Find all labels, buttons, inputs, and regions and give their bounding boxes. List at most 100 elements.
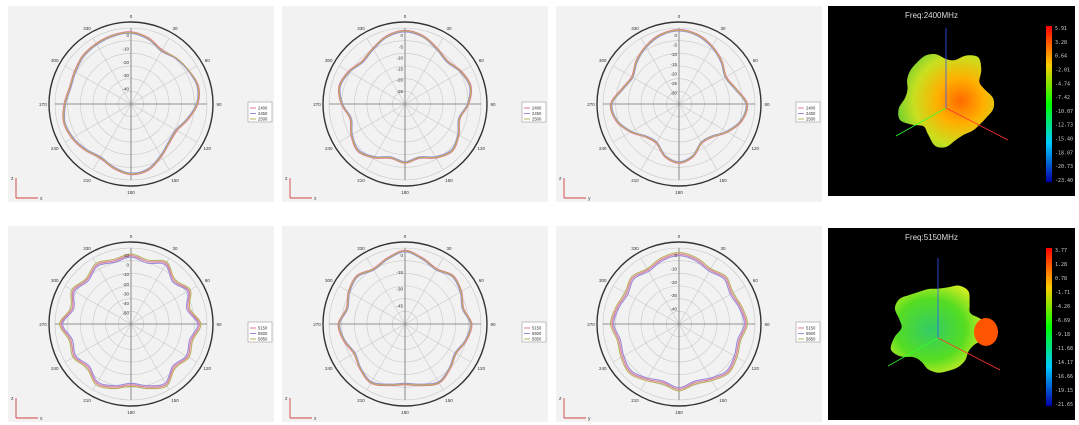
- angle-label: 180: [675, 410, 683, 415]
- radial-tick-label: -25: [396, 89, 403, 94]
- angle-label: 90: [490, 102, 496, 107]
- scale-label: -15.40: [1055, 137, 1073, 143]
- series-line-2500: [338, 30, 472, 164]
- angle-label: 30: [446, 26, 452, 31]
- angle-label: 60: [205, 278, 211, 283]
- radial-tick-label: -10: [670, 52, 677, 57]
- angle-label: 30: [172, 26, 178, 31]
- angle-label: 330: [83, 26, 91, 31]
- angle-label: 30: [446, 246, 452, 251]
- grid-spoke: [130, 258, 170, 325]
- axis-z-label: z: [11, 396, 14, 402]
- grid-spoke: [678, 103, 718, 170]
- grid-spoke: [404, 323, 444, 390]
- legend-label: 5500: [532, 331, 542, 336]
- grid-spoke: [339, 103, 406, 143]
- scale-label: -16.66: [1055, 374, 1073, 380]
- angle-label: 210: [83, 398, 91, 403]
- orientation-axes: zy: [559, 176, 591, 202]
- axis-x-label: x: [40, 416, 43, 422]
- scale-label: -7.42: [1055, 95, 1070, 101]
- axis-x-label: y: [588, 416, 591, 422]
- axis-x-line: [937, 337, 1001, 371]
- radial-tick-label: -30: [122, 291, 129, 296]
- legend-label: 5850: [532, 337, 542, 342]
- radial-tick-label: -30: [670, 293, 677, 298]
- angle-label: 90: [764, 322, 770, 327]
- scale-label: -23.40: [1055, 178, 1073, 184]
- angle-label: 300: [325, 58, 333, 63]
- radial-tick-label: -5: [673, 43, 677, 48]
- outer-ring: [48, 241, 214, 407]
- grid-spoke: [130, 323, 197, 363]
- angle-label: 0: [404, 14, 407, 19]
- grid-spoke: [404, 103, 471, 143]
- grid-spoke: [65, 323, 132, 363]
- radial-tick-label: -40: [670, 307, 677, 312]
- angle-label: 0: [678, 234, 681, 239]
- polar-chart-5: 0 30 60 90 120 150 180 210 240 270 300 330 0 -15 -30 -4…: [285, 234, 547, 422]
- series-line-5500: [339, 251, 471, 385]
- polar-panel-1: 0 30 60 90 120 150 180 210 240 270 300 330 0 -10 -20 -3…: [8, 6, 274, 202]
- angle-label: 150: [719, 178, 727, 183]
- orientation-axes: zx: [285, 176, 317, 202]
- legend-label: 2400: [532, 106, 542, 111]
- scale-label: 0.78: [1055, 276, 1067, 282]
- grid-spoke: [130, 38, 170, 105]
- angle-label: 270: [39, 322, 47, 327]
- angle-label: 90: [216, 322, 222, 327]
- scale-label: -4.20: [1055, 304, 1070, 310]
- angle-label: 0: [130, 234, 133, 239]
- outer-ring: [322, 21, 488, 187]
- radiation-3d-1: Freq:2400MHz 5.91 3.28 0.64 -2.01 -4.74 -7.42 -…: [895, 11, 1073, 184]
- outer-ring: [596, 21, 762, 187]
- legend-box: [247, 321, 273, 343]
- radial-tick-label: 10: [124, 253, 130, 258]
- angle-label: 270: [313, 102, 321, 107]
- polar-grid: [54, 247, 208, 401]
- polar-grid: [602, 247, 756, 401]
- series-line-5850: [610, 252, 748, 392]
- angle-label: 240: [325, 366, 333, 371]
- grid-spoke: [640, 103, 680, 170]
- grid-spoke: [678, 258, 718, 325]
- grid-spoke: [678, 323, 745, 363]
- outer-ring: [322, 241, 488, 407]
- series-line-5500: [613, 255, 745, 389]
- radial-tick-label: -10: [670, 266, 677, 271]
- scale-label: -1.71: [1055, 290, 1070, 296]
- radial-tick-label: 0: [674, 253, 677, 258]
- series-line-5500: [62, 256, 199, 387]
- scale-label: -4.74: [1055, 81, 1070, 87]
- radial-tick-label: -15: [670, 62, 677, 67]
- legend-label: 2450: [532, 111, 542, 116]
- radial-tick-label: -30: [670, 90, 677, 95]
- axis-z-label: z: [285, 176, 288, 182]
- grid-spoke: [613, 323, 680, 363]
- scale-label: -20.73: [1055, 164, 1073, 170]
- radiation-3d-panel-1: Freq:2400MHz 5.91 3.28 0.64 -2.01 -4.74 -7.42 -…: [828, 6, 1075, 196]
- legend-box: [795, 101, 821, 123]
- legend-label: 5150: [532, 326, 542, 331]
- scale-label: -10.07: [1055, 109, 1073, 115]
- angle-label: 180: [127, 190, 135, 195]
- legend-label: 5500: [806, 331, 816, 336]
- angle-label: 60: [205, 58, 211, 63]
- polar-chart-4: 0 30 60 90 120 150 180 210 240 270 300 330 10 0 -10 -20…: [11, 234, 273, 422]
- polar-grid: [328, 27, 482, 181]
- grid-spoke: [130, 323, 170, 390]
- radial-tick-label: 0: [126, 263, 129, 268]
- scale-label: 3.28: [1055, 40, 1067, 46]
- axis-triad: [895, 28, 1009, 141]
- grid-spoke: [366, 103, 406, 170]
- polar-panel-2: 0 30 60 90 120 150 180 210 240 270 300 330 0 -5 -10 -15…: [282, 6, 548, 202]
- color-scale-bar: [1046, 26, 1052, 182]
- angle-label: 330: [357, 246, 365, 251]
- axis-x-label: x: [314, 196, 317, 202]
- angle-label: 240: [325, 146, 333, 151]
- radial-tick-label: -45: [396, 303, 403, 308]
